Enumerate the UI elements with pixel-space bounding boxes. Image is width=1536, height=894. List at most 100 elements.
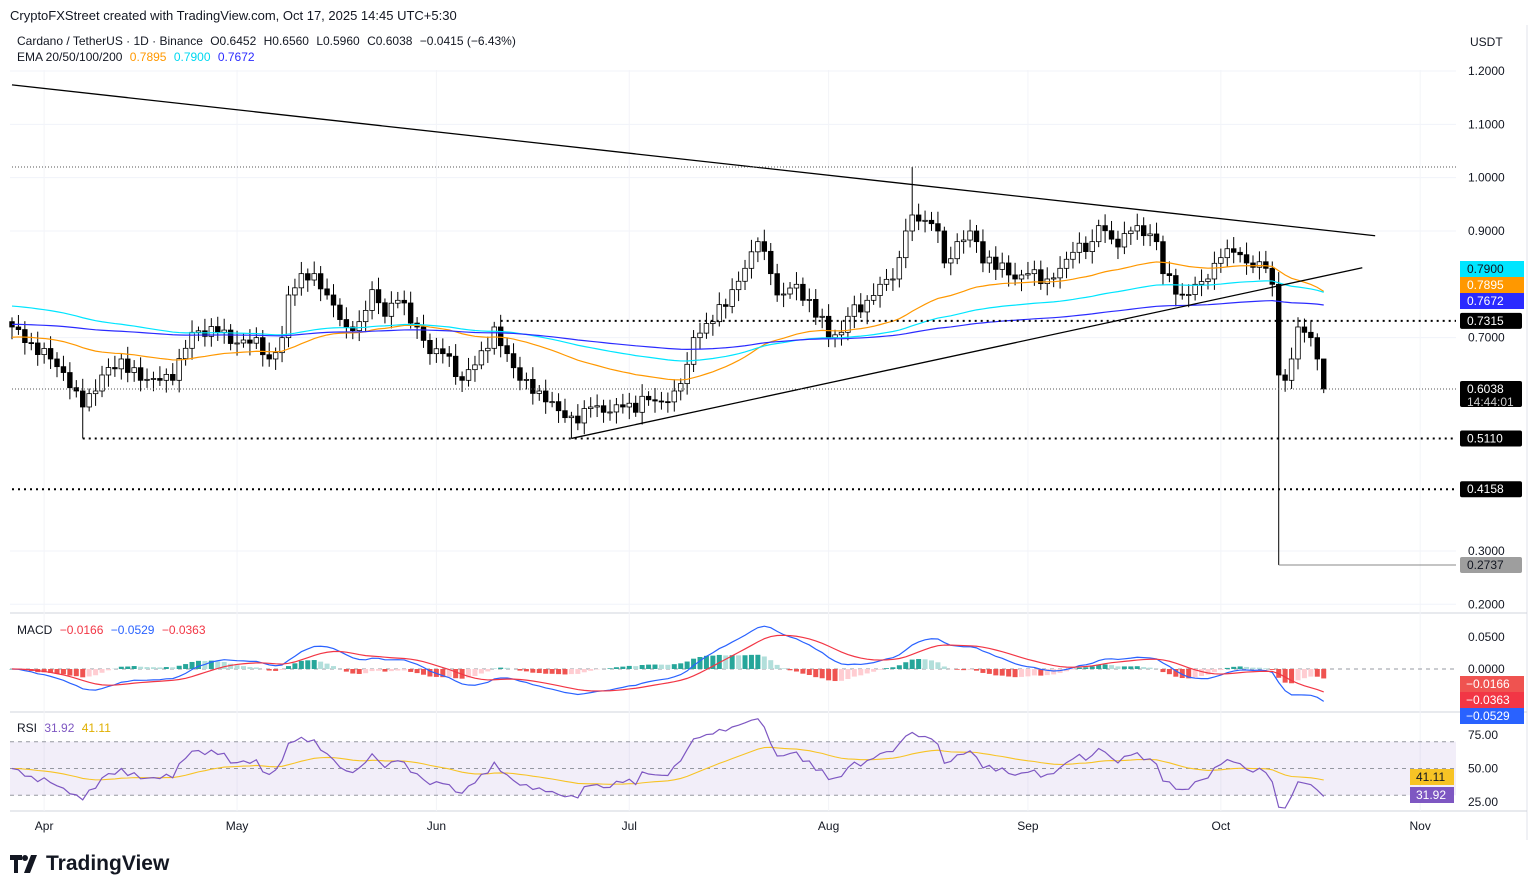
candle	[1198, 269, 1205, 297]
macd-histogram-bar	[723, 655, 729, 669]
macd-histogram-bar	[549, 669, 555, 674]
macd-histogram-bar	[343, 669, 349, 672]
candle	[330, 284, 337, 318]
macd-histogram-bar	[543, 669, 549, 674]
candle	[742, 259, 748, 291]
currency-label[interactable]: USDT	[1468, 34, 1505, 50]
candle-body-down	[658, 400, 665, 403]
candle	[1070, 241, 1076, 269]
macd-histogram-bar	[138, 666, 144, 669]
candle	[973, 224, 980, 253]
macd-histogram-bar	[183, 664, 189, 669]
candle	[35, 331, 41, 366]
candle-body-down	[600, 405, 607, 413]
candle	[452, 344, 459, 385]
candle-body-down	[497, 326, 504, 347]
candle	[922, 210, 928, 233]
ema-cyan-label-box	[1460, 261, 1524, 277]
candle-body-down	[215, 326, 221, 333]
candle-body-up	[356, 321, 362, 332]
candle	[337, 298, 343, 327]
ema-label[interactable]: EMA 20/50/100/200	[17, 50, 123, 64]
candle	[305, 268, 311, 292]
candle-body-up	[960, 239, 967, 243]
ema-legend: EMA 20/50/100/200 0.7895 0.7900 0.7672	[17, 50, 259, 64]
candle	[941, 226, 948, 269]
candle-body-up	[1147, 233, 1153, 237]
rsi-legend: RSI 31.92 41.11	[17, 721, 115, 735]
candle-body-up	[523, 379, 530, 381]
candle	[131, 360, 137, 382]
candle	[176, 348, 182, 393]
candle	[1205, 273, 1211, 290]
candle-body-up	[182, 347, 189, 360]
macd-histogram-bar	[1205, 669, 1211, 675]
macd-histogram-bar	[909, 659, 915, 669]
rsi-label[interactable]: RSI	[17, 721, 38, 735]
candle-body-up	[311, 273, 317, 281]
candle	[1308, 320, 1314, 347]
candle	[41, 342, 47, 364]
candle	[594, 394, 600, 418]
y-tick-label: 1.2000	[1468, 64, 1505, 78]
candle-body-down	[517, 367, 523, 381]
candle-body-down	[973, 230, 980, 243]
macd-histogram-bar	[896, 665, 902, 669]
candle-body-down	[1282, 374, 1288, 381]
candle-body-up	[362, 310, 369, 323]
candle-body-down	[645, 395, 652, 401]
candle	[967, 219, 973, 248]
candle	[1063, 251, 1070, 279]
candle-body-up	[626, 402, 632, 408]
candle	[1179, 283, 1185, 300]
macd-histogram-bar	[376, 669, 382, 671]
macd-histogram-bar	[305, 660, 311, 669]
candle-body-up	[948, 258, 954, 264]
macd-histogram-bar	[536, 669, 542, 674]
candle-body-down	[337, 304, 343, 320]
candle	[768, 242, 774, 286]
macd-histogram-bar	[215, 661, 221, 669]
macd-histogram-bar	[86, 669, 92, 677]
candle-body-up	[163, 374, 170, 381]
macd-label[interactable]: MACD	[17, 623, 53, 637]
macd-histogram-bar	[858, 669, 864, 676]
candle	[568, 411, 575, 439]
candle	[607, 399, 613, 421]
macd-histogram-bar	[350, 669, 356, 674]
macd-histogram-bar	[369, 669, 375, 672]
candle	[92, 379, 99, 406]
tradingview-logo[interactable]: TradingView	[10, 852, 169, 876]
macd-tick: 0.0500	[1468, 630, 1505, 644]
macd-histogram-bar	[195, 660, 201, 669]
macd-histogram-bar	[1301, 669, 1307, 679]
macd-hist-label-box	[1460, 676, 1524, 692]
macd-histogram-bar	[761, 656, 767, 669]
candle	[710, 314, 716, 336]
candle	[1243, 242, 1250, 275]
macd-histogram-bar	[41, 669, 47, 673]
macd-histogram-bar	[922, 659, 928, 669]
candle-body-down	[266, 354, 272, 360]
candle-body-down	[47, 348, 54, 360]
candle	[780, 282, 787, 308]
candle	[620, 393, 626, 414]
macd-histogram-bar	[793, 669, 799, 672]
candle	[99, 365, 105, 398]
candle	[54, 352, 60, 378]
candle	[536, 385, 542, 401]
candle	[935, 211, 941, 244]
candle-body-up	[755, 241, 761, 253]
candle-body-up	[1198, 281, 1205, 285]
macd-histogram-bar	[974, 669, 979, 671]
candle-body-up	[1256, 261, 1263, 268]
candle	[144, 368, 150, 388]
candle-body-up	[690, 337, 697, 365]
macd-histogram-bar	[755, 654, 761, 669]
symbol-name[interactable]: Cardano / TetherUS · 1D · Binance	[17, 34, 203, 48]
macd-hist-value: −0.0166	[59, 623, 104, 637]
candle	[903, 218, 909, 269]
ema-value-cyan: 0.7900	[173, 50, 211, 64]
candle-body-up	[986, 256, 993, 264]
